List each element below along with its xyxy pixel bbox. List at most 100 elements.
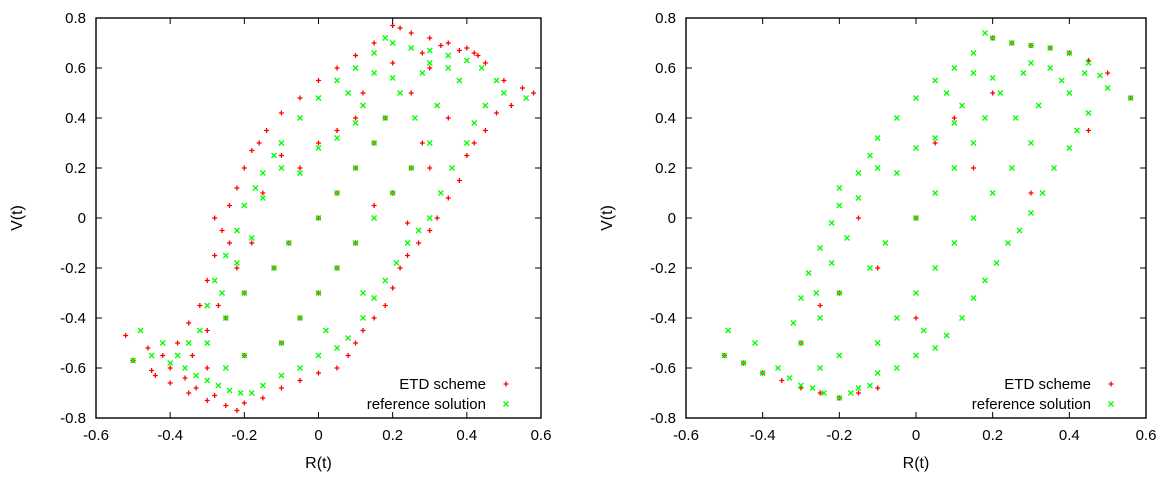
data-point [1035, 102, 1042, 109]
data-point [404, 240, 411, 246]
data-point [1012, 115, 1019, 121]
data-point [371, 295, 378, 301]
data-point [204, 302, 211, 309]
data-point [241, 352, 248, 359]
y-tick-label: -0.8 [60, 410, 86, 427]
y-tick-label: 0.6 [65, 60, 86, 77]
data-point [215, 382, 222, 389]
data-point [182, 365, 188, 371]
data-point [160, 353, 166, 358]
data-point [855, 195, 862, 201]
data-point [1039, 190, 1046, 196]
data-point [847, 390, 854, 396]
data-point [438, 43, 444, 48]
data-point [186, 320, 192, 326]
x-tick-label: 0.2 [382, 427, 403, 444]
data-point [1066, 90, 1073, 96]
data-point [1028, 190, 1034, 196]
y-tick-label: 0 [668, 210, 676, 227]
data-point [419, 140, 425, 146]
data-point [271, 152, 277, 159]
data-point [856, 215, 861, 221]
data-point [817, 303, 823, 308]
data-point [249, 240, 255, 246]
data-point [434, 102, 441, 109]
data-point [222, 365, 229, 371]
data-point [416, 240, 422, 246]
data-point [219, 290, 226, 296]
y-tick-label: 0.4 [65, 110, 86, 127]
y-tick-label: -0.8 [650, 410, 676, 427]
data-point [259, 382, 266, 389]
data-point [123, 333, 129, 338]
y-tick-label: -0.4 [650, 310, 676, 327]
data-point [798, 382, 804, 389]
series-0-points [123, 23, 537, 413]
data-point [805, 270, 812, 276]
data-point [278, 385, 284, 391]
data-point [721, 352, 728, 359]
data-point [334, 190, 341, 196]
data-point [371, 315, 377, 321]
data-point [951, 240, 958, 246]
data-point [1047, 65, 1054, 71]
data-point [951, 65, 958, 71]
data-point [1066, 145, 1073, 151]
data-point [130, 357, 137, 364]
data-point [241, 400, 247, 406]
data-point [913, 290, 919, 296]
scatter-panel-left: -0.6 -0.4 -0.2 0 0.2 0.4 0.6 -0.8 -0.6 -0.4 -0.2 0 0… [0, 0, 585, 477]
data-point [175, 340, 181, 346]
data-point [828, 220, 835, 226]
data-point [352, 65, 359, 71]
data-point [296, 170, 303, 176]
data-point [389, 190, 396, 196]
data-point [248, 390, 255, 396]
data-point [790, 320, 797, 326]
data-point [959, 102, 965, 109]
data-point [197, 303, 203, 308]
data-point [456, 178, 462, 183]
data-point [828, 260, 835, 266]
data-point [1008, 40, 1015, 46]
data-point [875, 265, 881, 271]
data-point [759, 370, 766, 376]
data-point [932, 345, 939, 351]
data-point [943, 332, 950, 339]
data-point [874, 340, 881, 346]
data-point [226, 387, 233, 394]
data-point [371, 70, 378, 76]
data-point [315, 290, 322, 296]
data-point [167, 365, 173, 371]
data-point [836, 202, 843, 209]
x-tick-label: -0.4 [157, 427, 183, 444]
data-point [204, 328, 210, 333]
data-point [856, 390, 861, 396]
data-point [893, 115, 900, 121]
data-point [296, 365, 303, 371]
data-point [334, 265, 341, 271]
data-point [874, 370, 881, 376]
data-point [167, 380, 173, 386]
data-point [234, 185, 240, 191]
legend-label: reference solution [367, 396, 486, 413]
data-point [932, 135, 939, 141]
data-point [149, 368, 155, 373]
data-point [204, 340, 211, 346]
data-point [316, 140, 321, 146]
data-point [821, 390, 827, 396]
data-point [296, 315, 303, 321]
data-point [989, 75, 996, 81]
x-tick-label: 0.4 [1059, 427, 1080, 444]
data-point [278, 110, 284, 116]
data-point [471, 140, 477, 146]
legend: ETD scheme reference solution [972, 376, 1114, 413]
y-tick-label: 0.8 [655, 10, 676, 27]
data-point [204, 377, 211, 384]
data-point [204, 398, 210, 403]
data-point [482, 60, 488, 66]
data-point [445, 40, 451, 46]
y-tick-label: 0.4 [655, 110, 676, 127]
data-point [259, 170, 266, 176]
data-point [278, 153, 284, 158]
